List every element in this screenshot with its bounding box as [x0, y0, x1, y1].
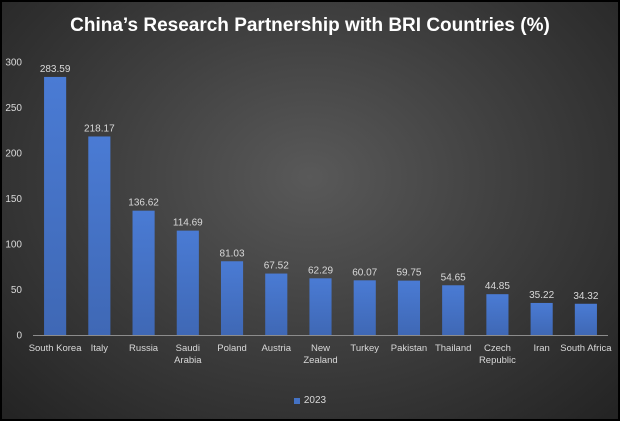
bar — [265, 273, 288, 335]
x-tick-label: Turkey — [350, 343, 379, 354]
data-label: 44.85 — [485, 281, 510, 292]
data-label: 283.59 — [40, 64, 71, 75]
bar — [397, 280, 421, 335]
data-label: 218.17 — [84, 123, 115, 134]
x-tick-label: Poland — [217, 343, 247, 354]
data-label: 114.69 — [173, 218, 203, 229]
data-label: 34.32 — [573, 291, 598, 302]
legend-label: 2023 — [303, 395, 327, 406]
bar — [530, 302, 553, 335]
x-axis: South Korea Italy Russia Saudi Arabia Poland A… — [29, 335, 612, 366]
x-tick-label: Russia — [129, 343, 159, 354]
x-tick-label: Pakistan — [391, 343, 427, 354]
bar — [574, 303, 597, 335]
y-axis: 0 50 100 150 200 250 300 — [5, 58, 22, 342]
y-tick-label: 300 — [5, 58, 22, 69]
x-tick-label: New Zealand — [303, 343, 337, 366]
x-tick-label: Iran — [533, 343, 549, 354]
data-label: 35.22 — [529, 290, 554, 301]
chart-title: China’s Research Partnership with BRI Co… — [70, 15, 550, 36]
data-label: 60.07 — [352, 267, 377, 278]
bar — [220, 261, 244, 335]
y-tick-label: 200 — [5, 149, 22, 160]
data-label: 62.29 — [308, 265, 333, 276]
data-label: 54.65 — [441, 272, 466, 283]
bar — [353, 280, 376, 335]
bar — [309, 278, 332, 335]
bar — [176, 230, 199, 335]
y-tick-label: 150 — [5, 194, 22, 205]
legend: 2023 — [2, 395, 618, 406]
x-tick-label: Thailand — [435, 343, 471, 354]
data-label: 81.03 — [220, 248, 245, 259]
x-tick-label: Austria — [261, 343, 291, 354]
bar — [442, 285, 465, 335]
x-tick-label: Saudi Arabia — [174, 343, 202, 366]
legend-swatch — [293, 397, 300, 404]
y-tick-label: 250 — [5, 103, 22, 114]
data-label: 59.75 — [396, 268, 421, 279]
x-tick-label: South Korea — [29, 343, 83, 354]
data-label: 136.62 — [128, 198, 159, 209]
bar — [486, 294, 509, 335]
bar — [44, 76, 67, 335]
bar — [132, 210, 155, 335]
bar — [88, 136, 111, 335]
x-tick-label: Italy — [91, 343, 109, 354]
data-label: 67.52 — [264, 261, 289, 272]
bar-series: 283.59 218.17 136.62 114.69 81.03 67.52 62.29 6… — [40, 64, 599, 335]
y-tick-label: 50 — [11, 285, 23, 296]
x-tick-label: Czech Republic — [479, 343, 516, 366]
y-tick-label: 0 — [16, 331, 22, 342]
x-tick-label: South Africa — [560, 343, 612, 354]
y-tick-label: 100 — [5, 240, 22, 251]
